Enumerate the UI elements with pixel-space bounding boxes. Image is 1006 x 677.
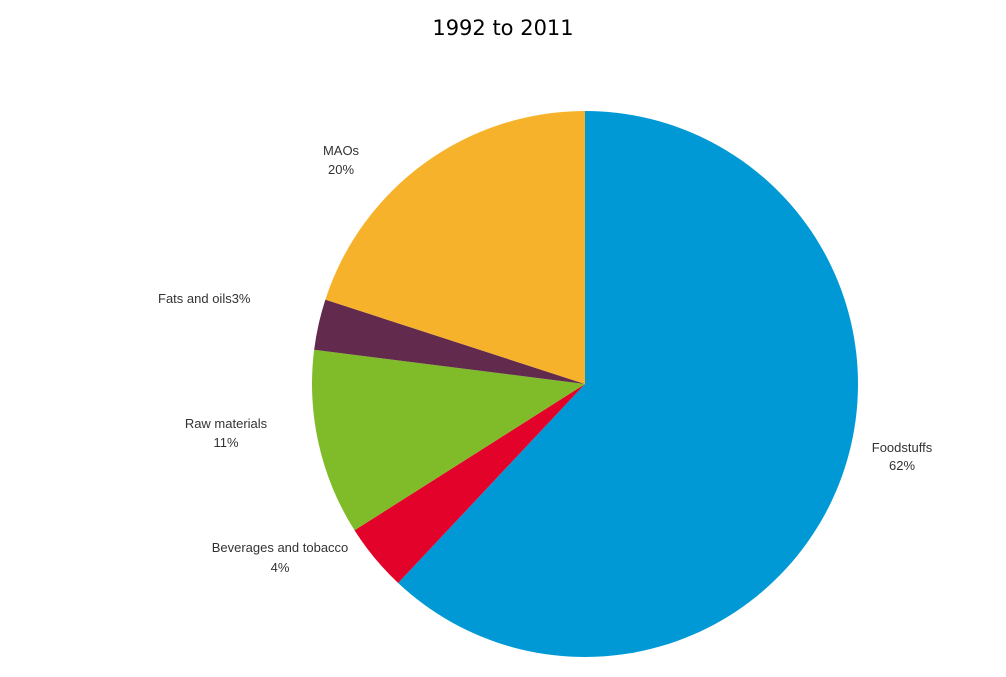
slice-name: Fats and oils (158, 291, 232, 306)
pie-labels: Foodstuffs 62% Beverages and tobacco 4% Raw … (158, 143, 933, 575)
pie-slice-raw-materials (312, 349, 585, 531)
pie-slice-maos (325, 111, 585, 384)
slice-name-raw-materials: Raw materials (185, 416, 268, 431)
chart-title: 1992 to 2011 (432, 16, 574, 40)
slice-percent-maos: 20% (328, 162, 354, 177)
slice-name-beverages-and-tobacco: Beverages and tobacco (212, 540, 349, 555)
pie-slice-beverages-and-tobacco (354, 384, 585, 584)
slice-label-fats-and-oils: Fats and oils3% (158, 291, 251, 306)
slice-name-foodstuffs: Foodstuffs (872, 440, 933, 455)
slice-percent: 3% (232, 291, 251, 306)
pie-slices (312, 111, 859, 657)
slice-percent-beverages-and-tobacco: 4% (271, 560, 290, 575)
slice-percent-foodstuffs: 62% (889, 458, 915, 473)
pie-slice-foodstuffs (398, 111, 859, 657)
slice-name-maos: MAOs (323, 143, 360, 158)
pie-slice-fats-and-oils (314, 299, 585, 384)
slice-percent-raw-materials: 11% (213, 435, 238, 450)
